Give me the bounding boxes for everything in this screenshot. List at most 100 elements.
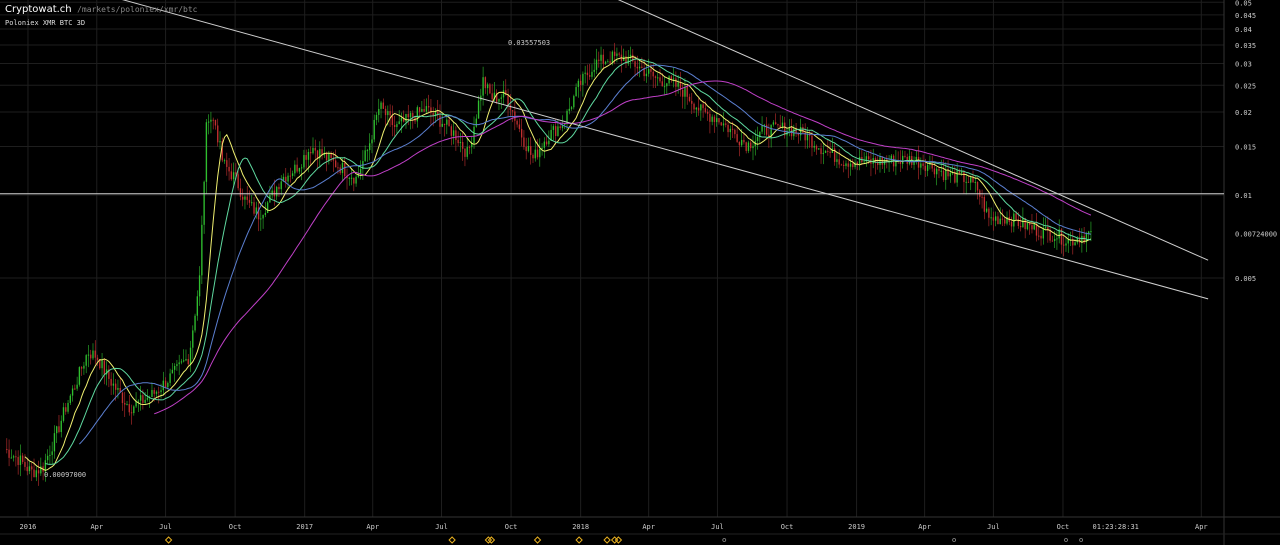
candle-body [505,90,507,95]
candle-body [471,143,473,148]
candle-body [496,92,498,102]
candle-body [56,426,58,434]
candle-body [346,176,348,178]
candle-body [167,382,169,388]
candle-body [550,129,552,141]
candle-body [820,148,822,155]
candle-body [607,61,609,63]
candle-body [403,118,405,122]
candle-body [119,388,121,393]
candle-body [872,158,874,164]
candle-body [777,124,779,126]
candle-body [691,100,693,104]
candle-body [450,126,453,136]
candle-body [210,119,212,122]
candle-body [176,364,178,366]
candle-body [114,383,117,390]
candle-body [838,159,840,165]
market-path: /markets/poloniex/xmr/btc [77,5,198,14]
candle-body [232,172,235,180]
candle-body [473,126,475,144]
candle-body [645,73,648,77]
candle-body [568,108,570,111]
candle-body [396,124,398,127]
candle-body [931,161,933,169]
candle-body [602,54,604,64]
candle-body [1072,239,1074,246]
candle-body [183,360,185,362]
candle-body [185,358,187,361]
candle-body [6,449,8,451]
candle-body [124,403,126,405]
candle-body [49,454,51,456]
candle-body [441,123,443,127]
candle-body [412,113,414,118]
candle-body [933,168,936,175]
candle-body [899,161,902,165]
candle-body [559,126,561,129]
candle-body [464,148,466,157]
candle-body [466,147,468,157]
candle-body [76,384,78,389]
candle-body [203,181,205,225]
y-tick-label: 0.03 [1235,60,1252,68]
candle-body [437,111,439,116]
candle-body [462,142,464,149]
candle-body [625,56,627,64]
candle-body [904,155,906,157]
candle-body [405,113,407,122]
candle-body [974,181,976,183]
candle-body [51,451,53,455]
candle-body [217,125,219,143]
x-tick-label: 2019 [848,523,865,531]
candle-body [1063,244,1065,246]
candle-body [945,170,947,181]
candle-body [702,104,704,109]
candle-body [266,202,269,213]
candle-body [532,154,534,159]
candle-body [650,69,652,72]
x-tick-label: Oct [781,523,794,531]
candle-body [391,115,394,126]
candle-body [589,75,591,77]
candle-body [1006,217,1008,224]
candle-body [770,124,772,138]
candle-body [847,163,849,167]
candle-body [520,128,523,138]
candle-body [536,149,539,158]
candle-body [139,395,142,401]
candle-body [355,176,357,184]
candle-body [666,83,668,87]
candle-body [688,96,691,101]
candle-body [965,181,967,183]
candle-body [162,380,164,391]
candle-body [647,69,650,74]
moving-average-ma_slow [79,64,1092,445]
brand-logo-text[interactable]: Cryptowat.ch [5,4,72,15]
candle-body [740,139,743,146]
candle-body [999,218,1001,225]
candle-body [836,159,838,162]
candle-body [815,145,818,150]
candle-body [341,162,344,174]
candle-body [947,170,949,177]
y-tick-label: 0.05 [1235,0,1252,7]
candle-body [282,176,285,182]
candle-body [484,77,487,89]
candle-body [1060,229,1063,245]
candle-body [879,157,881,165]
candle-body [430,107,432,114]
candle-body [858,156,861,165]
candle-body [498,98,500,102]
candle-body [804,132,806,141]
candle-body [711,116,713,122]
candle-body [457,139,459,144]
candle-body [307,152,310,160]
candle-body [337,167,339,169]
candle-body [423,109,425,112]
candle-body [155,391,158,394]
candle-body [867,156,870,160]
candle-body [638,66,641,69]
candle-body [359,168,362,174]
